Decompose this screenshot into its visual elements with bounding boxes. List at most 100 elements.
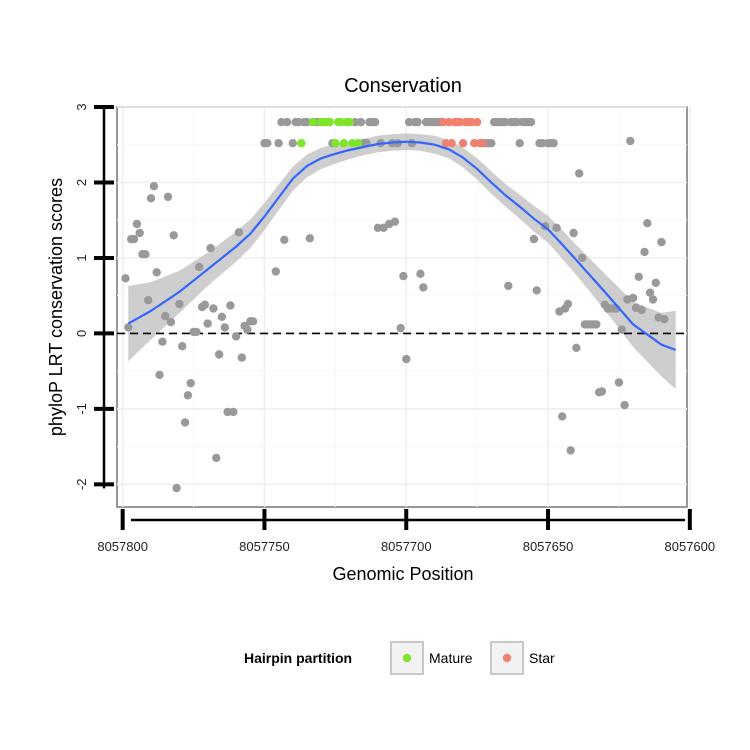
data-point-star <box>447 139 456 148</box>
points-layer <box>121 117 669 493</box>
data-point-other <box>200 300 210 309</box>
data-point-other <box>549 139 558 148</box>
data-point-other <box>280 235 289 244</box>
data-point-other <box>566 446 575 455</box>
data-point-other <box>577 253 587 263</box>
x-tick-label: 8057750 <box>239 539 290 554</box>
data-point-mature <box>345 117 354 127</box>
data-point-other <box>132 219 142 229</box>
data-point-other <box>209 304 218 313</box>
y-tick-label: -2 <box>74 479 89 491</box>
data-point-other <box>226 301 235 310</box>
y-tick-label: 2 <box>74 179 89 186</box>
data-point-mature <box>353 139 363 148</box>
data-point-other <box>572 343 581 352</box>
legend-dot-star <box>502 653 512 663</box>
data-point-mature <box>339 139 349 148</box>
data-point-other <box>214 350 224 359</box>
data-point-other <box>634 272 643 281</box>
data-point-other <box>592 320 601 329</box>
data-point-other <box>212 453 221 463</box>
data-point-other <box>515 139 524 148</box>
data-point-other <box>640 247 649 257</box>
y-axis-title: phyloP LRT conservation scores <box>46 178 66 436</box>
data-point-other <box>648 295 658 304</box>
confidence-band-layer <box>128 133 676 390</box>
data-point-mature <box>331 139 340 148</box>
data-point-other <box>529 234 539 244</box>
x-axis: 8057800 8057750 8057700 8057650 8057600 <box>97 509 715 554</box>
data-point-other <box>163 192 173 201</box>
data-point-other <box>231 332 241 341</box>
data-point-other <box>626 136 635 146</box>
loess-smooth-line <box>127 140 677 352</box>
data-point-other <box>628 293 638 303</box>
legend-entry-star: Star <box>490 641 555 675</box>
data-point-other <box>144 296 153 305</box>
data-point-other <box>229 407 238 417</box>
y-tick-label: 0 <box>74 330 89 337</box>
data-point-other <box>643 219 652 228</box>
data-point-other <box>178 342 187 351</box>
data-point-other <box>413 117 422 127</box>
data-point-other <box>614 378 624 387</box>
data-point-other <box>274 139 283 148</box>
data-point-other <box>129 234 139 244</box>
data-point-other <box>248 317 258 326</box>
data-point-star <box>478 139 487 148</box>
data-point-other <box>263 139 272 148</box>
data-point-other <box>396 323 405 333</box>
data-point-star <box>458 139 468 148</box>
data-point-other <box>617 325 626 334</box>
y-tick-label: 1 <box>74 254 89 261</box>
data-point-other <box>203 319 212 328</box>
data-point-other <box>175 299 184 309</box>
data-point-other <box>206 243 215 253</box>
data-point-other <box>552 223 561 232</box>
data-point-other <box>288 139 297 148</box>
data-point-other <box>146 194 156 203</box>
confidence-band <box>128 133 676 390</box>
data-point-other <box>282 117 292 127</box>
data-point-other <box>651 278 660 287</box>
data-point-other <box>124 323 133 332</box>
data-point-other <box>166 317 176 327</box>
data-point-other <box>305 234 314 243</box>
data-point-other <box>183 391 193 400</box>
data-point-other <box>487 139 496 148</box>
legend-entry-mature: Mature <box>390 641 473 675</box>
data-point-other <box>620 400 629 410</box>
data-point-other <box>149 182 159 191</box>
data-point-other <box>243 325 252 334</box>
data-point-other <box>532 286 541 295</box>
data-point-mature <box>308 117 317 127</box>
data-point-other <box>597 387 607 396</box>
data-point-other <box>121 274 130 283</box>
data-point-other <box>402 354 411 364</box>
data-point-other <box>220 323 229 332</box>
legend: Hairpin partition Mature Star <box>244 641 555 675</box>
x-axis-title: Genomic Position <box>332 564 473 584</box>
data-point-other <box>416 269 425 278</box>
data-point-mature <box>325 117 334 127</box>
data-point-other <box>558 412 567 421</box>
data-point-other <box>504 281 513 291</box>
data-point-other <box>356 117 366 127</box>
data-point-other <box>657 237 666 247</box>
x-tick-label: 8057800 <box>97 539 148 554</box>
x-tick-label: 8057600 <box>665 539 716 554</box>
data-point-other <box>172 483 181 493</box>
data-point-other <box>186 379 195 388</box>
y-tick-label: -1 <box>74 403 89 415</box>
legend-label-mature: Mature <box>429 650 473 666</box>
data-point-other <box>192 327 201 337</box>
data-point-other <box>141 250 150 259</box>
x-tick-label: 8057700 <box>381 539 432 554</box>
smooth-line-layer <box>127 140 677 352</box>
data-point-other <box>158 337 167 346</box>
data-point-other <box>526 117 536 127</box>
data-point-other <box>419 283 428 292</box>
data-point-other <box>645 288 655 297</box>
